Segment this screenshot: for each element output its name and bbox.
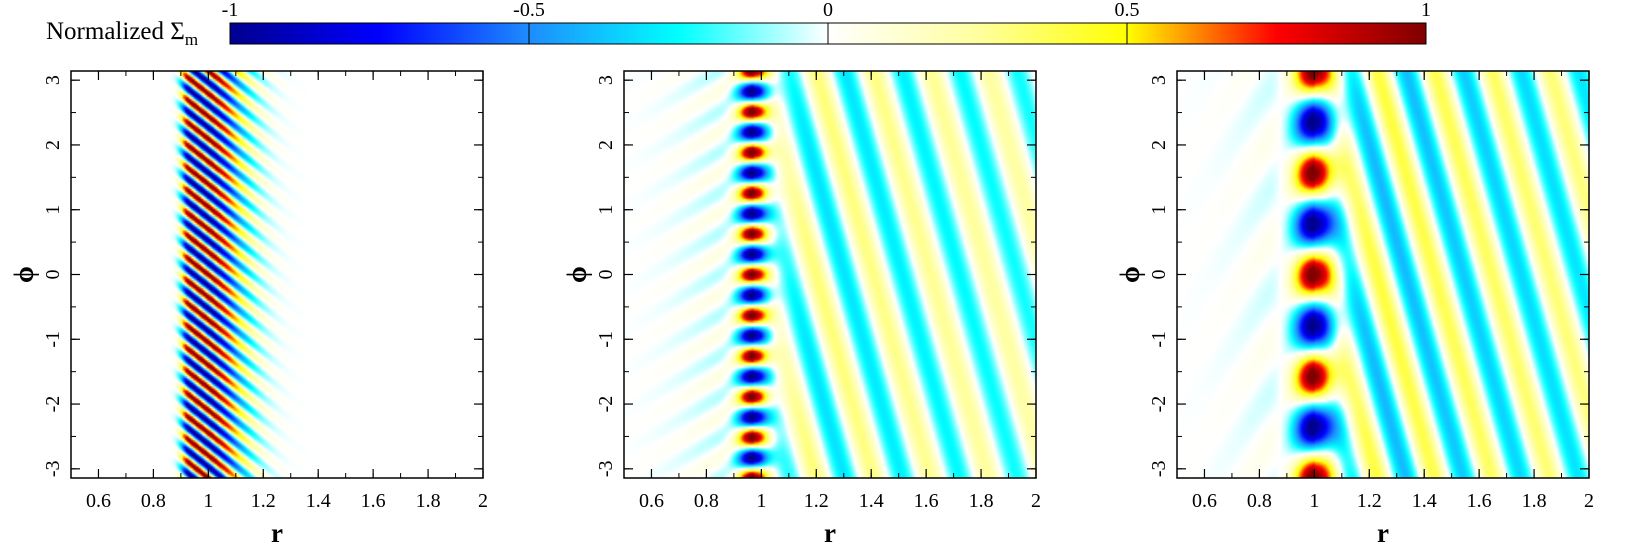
colorbar-tick-label: 1 [1421, 0, 1431, 21]
panel-3: 0.6 0.8 1 1.2 1.4 1.6 1.8 2 -3 -2 -1 0 1 2 3 r ϕ [1115, 70, 1594, 548]
y-tick-label: 0 [42, 270, 64, 280]
x-tick-label: 1 [1309, 490, 1319, 512]
x-tick-label: 0.6 [1192, 490, 1217, 512]
y-tick-label: -1 [42, 331, 64, 348]
x-tick-label: 1.4 [306, 490, 331, 512]
x-tick-label: 2 [1031, 490, 1041, 512]
y-axis-label: ϕ [1115, 266, 1145, 283]
x-tick-label: 2 [1584, 490, 1594, 512]
y-tick-label: 3 [42, 75, 64, 85]
x-tick-label: 1.8 [1522, 490, 1547, 512]
x-tick-label: 1.2 [804, 490, 829, 512]
x-tick-label: 1.6 [914, 490, 939, 512]
x-tick-label: 1.8 [416, 490, 441, 512]
y-tick-label: 2 [42, 140, 64, 150]
x-tick-label: 1.6 [1467, 490, 1492, 512]
colorbar-tick-label: 0.5 [1115, 0, 1140, 21]
x-tick-label: 0.8 [141, 490, 166, 512]
x-tick-label: 1.2 [251, 490, 276, 512]
x-tick-label: 0.8 [1247, 490, 1272, 512]
y-tick-label: 2 [1148, 140, 1170, 150]
x-axis-label: r [824, 518, 836, 548]
y-tick-label: 1 [595, 205, 617, 215]
x-tick-label: 2 [478, 490, 488, 512]
y-tick-label: -2 [1148, 396, 1170, 413]
x-tick-label: 1.6 [361, 490, 386, 512]
panel-1: 0.6 0.8 1 1.2 1.4 1.6 1.8 2 -3 -2 -1 0 1 2 3 r ϕ [9, 70, 488, 548]
heatmap-image [624, 71, 1036, 478]
y-tick-label: 1 [1148, 205, 1170, 215]
colorbar: Normalized Σm -1 -0.5 0 0.5 1 [46, 0, 1431, 49]
y-tick-label: -3 [595, 460, 617, 477]
x-tick-label: 0.6 [639, 490, 664, 512]
colorbar-ticks: -1 -0.5 0 0.5 1 [222, 0, 1431, 44]
y-tick-label: -3 [42, 460, 64, 477]
y-tick-label: 1 [42, 205, 64, 215]
heatmap-panels: 0.6 0.8 1 1.2 1.4 1.6 1.8 2 -3 -2 -1 0 1 2 3 r ϕ 0.6 0.8 1 1… [9, 70, 1594, 548]
y-tick-label: -1 [595, 331, 617, 348]
colorbar-tick-label: -1 [222, 0, 239, 21]
x-tick-label: 1 [203, 490, 213, 512]
x-axis-label: r [271, 518, 283, 548]
heatmap-image [1177, 71, 1589, 478]
panel-2: 0.6 0.8 1 1.2 1.4 1.6 1.8 2 -3 -2 -1 0 1 2 3 r ϕ [562, 70, 1041, 548]
y-tick-label: -1 [1148, 331, 1170, 348]
colorbar-title: Normalized Σm [46, 18, 198, 49]
y-tick-label: 2 [595, 140, 617, 150]
x-tick-label: 1 [756, 490, 766, 512]
x-tick-label: 0.6 [86, 490, 111, 512]
y-tick-label: -2 [42, 396, 64, 413]
x-tick-label: 1.8 [969, 490, 994, 512]
y-tick-label: 3 [1148, 75, 1170, 85]
colorbar-tick-label: 0 [823, 0, 833, 21]
y-tick-label: -2 [595, 396, 617, 413]
x-tick-label: 0.8 [694, 490, 719, 512]
x-axis-label: r [1377, 518, 1389, 548]
y-tick-label: -3 [1148, 460, 1170, 477]
y-tick-label: 0 [595, 270, 617, 280]
colorbar-tick-label: -0.5 [513, 0, 545, 21]
x-tick-label: 1.4 [1412, 490, 1437, 512]
x-tick-label: 1.4 [859, 490, 884, 512]
heatmap-image [71, 71, 483, 478]
y-axis-label: ϕ [9, 266, 39, 283]
y-tick-label: 0 [1148, 270, 1170, 280]
y-axis-label: ϕ [562, 266, 592, 283]
x-tick-label: 1.2 [1357, 490, 1382, 512]
y-tick-label: 3 [595, 75, 617, 85]
